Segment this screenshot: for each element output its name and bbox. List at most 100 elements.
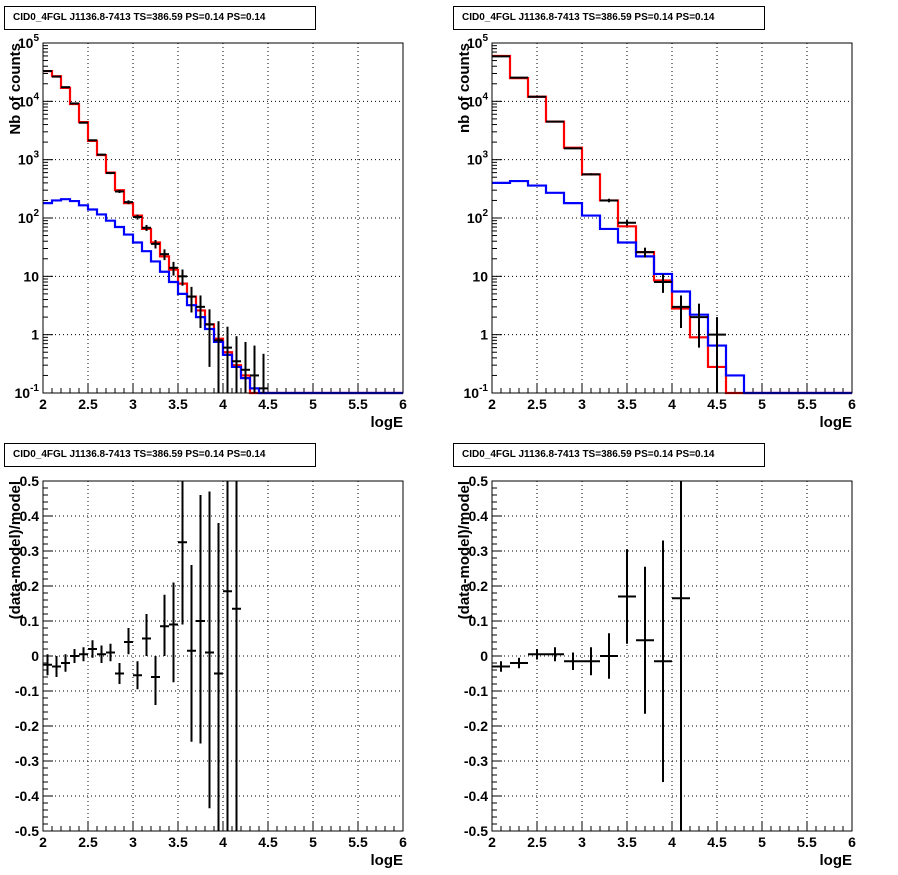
y-tick-label: -0.1 [464,683,488,699]
data-point [178,269,187,286]
x-tick-label: 2.5 [527,396,547,412]
x-tick-label: 5.5 [348,834,368,850]
data-point [618,220,636,226]
data-point [196,495,205,744]
y-tick-label: 1 [31,327,39,343]
data-point [214,523,223,831]
y-tick-label: -0.3 [15,753,39,769]
y-tick-label: -0.3 [464,753,488,769]
data-point [636,247,654,258]
data-point [259,353,268,393]
data-point [97,153,106,156]
data-point [106,643,115,662]
y-tick-label: 10 [472,268,488,284]
x-tick-label: 4.5 [258,834,278,850]
data-point [528,95,546,98]
y-axis-label: Nb of counts [7,43,24,135]
x-tick-label: 5 [309,396,317,412]
x-tick-label: 5.5 [348,396,368,412]
y-tick-label: 104 [467,91,489,109]
x-tick-label: 3 [578,396,586,412]
data-point [151,239,160,249]
data-point [160,249,169,261]
data-point [528,649,546,660]
x-tick-label: 6 [399,396,407,412]
y-tick-label: 105 [18,33,40,51]
data-point [205,491,214,809]
data-point [88,139,97,142]
data-point [232,336,241,393]
data-point [205,309,214,367]
data-point [196,295,205,329]
data-point [133,661,142,690]
x-tick-label: 2.5 [78,396,98,412]
data-point [142,614,151,656]
x-tick-label: 5.5 [797,834,817,850]
data-point [142,224,151,231]
y-tick-label: 0.5 [469,473,489,489]
x-tick-label: 3 [578,834,586,850]
data-point [187,286,196,313]
y-axis-label: (data-model)/model [7,481,24,619]
y-tick-label: 10-1 [464,383,489,401]
y-tick-label: 102 [467,208,489,226]
x-tick-label: 3.5 [168,834,188,850]
data-point [546,120,564,123]
y-tick-label: 0.2 [469,578,489,594]
data-point [618,549,636,644]
y-tick-label: 0 [31,648,39,664]
pad-title: CID0_4FGL J1136.8-7413 TS=386.59 PS=0.14… [453,6,765,30]
y-tick-label: -0.5 [15,823,39,839]
series-line-red [492,54,852,395]
y-tick-label: 10 [23,268,39,284]
pad-title-text: CID0_4FGL J1136.8-7413 TS=386.59 PS=0.14… [462,12,715,23]
data-point [88,640,97,658]
x-axis-label: logE [371,414,404,431]
y-tick-label: 103 [467,150,489,168]
y-tick-label: 103 [18,150,40,168]
y-tick-label: 0 [480,648,488,664]
pad-title: CID0_4FGL J1136.8-7413 TS=386.59 PS=0.14… [4,443,316,467]
data-point [250,345,259,393]
data-point [582,647,600,676]
data-point [169,261,178,276]
x-tick-label: 3.5 [617,396,637,412]
plot-3: 2 2.5 3 3.5 4 4.5 5 5.5 6 -0.5 -0.4 -0.3 -0.2 -0.1 0 0.… [456,473,856,869]
data-point [187,565,196,742]
plot-frame [42,480,404,832]
y-tick-label: -0.4 [15,788,39,804]
y-tick-label: 0.1 [20,613,40,629]
x-tick-label: 4.5 [707,834,727,850]
data-point [79,121,88,124]
y-tick-label: 0.4 [20,508,40,524]
y-tick-label: -0.5 [464,823,488,839]
x-tick-label: 4.5 [258,396,278,412]
x-tick-label: 5.5 [797,396,817,412]
y-tick-label: 0.1 [469,613,489,629]
x-tick-label: 5 [758,396,766,412]
x-tick-label: 3.5 [617,834,637,850]
data-point [70,649,79,663]
data-point [600,198,618,203]
x-tick-label: 4 [668,396,676,412]
pad-title-text: CID0_4FGL J1136.8-7413 TS=386.59 PS=0.14… [13,449,266,460]
x-tick-label: 6 [848,834,856,850]
data-point [79,647,88,662]
pad-title-text: CID0_4FGL J1136.8-7413 TS=386.59 PS=0.14… [13,12,266,23]
data-point [106,171,115,175]
x-tick-label: 5 [758,834,766,850]
x-tick-label: 6 [848,396,856,412]
y-tick-label: -0.2 [15,718,39,734]
x-axis-label: logE [371,852,404,869]
data-point [690,303,708,348]
x-tick-label: 3.5 [168,396,188,412]
data-point [61,654,70,672]
x-tick-label: 4 [668,834,676,850]
data-point [241,341,250,393]
data-point [52,656,61,677]
data-point [97,645,106,663]
data-point [169,582,178,683]
y-tick-label: -0.2 [464,718,488,734]
data-point [708,317,726,393]
